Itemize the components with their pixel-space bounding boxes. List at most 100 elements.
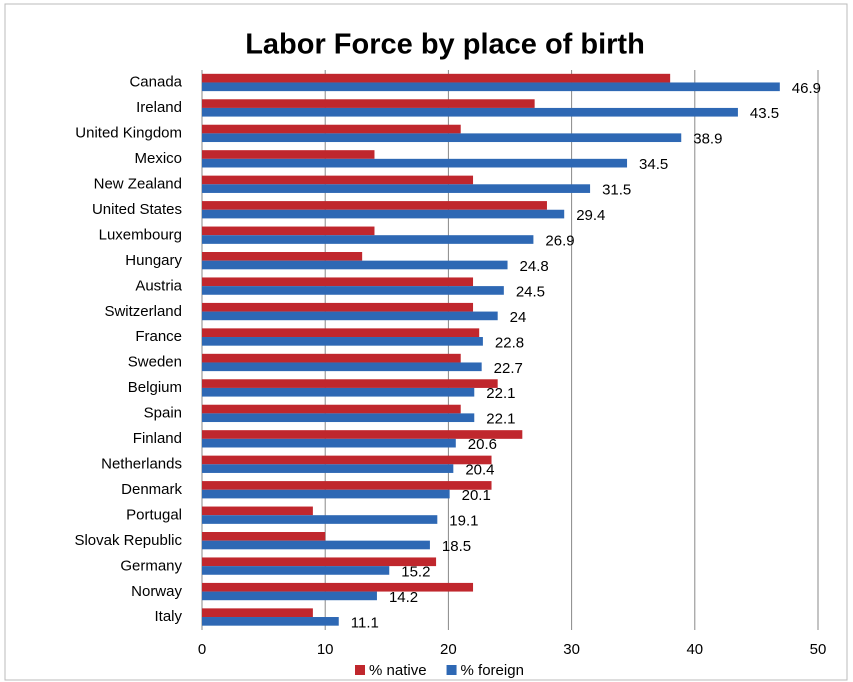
bar [202, 124, 461, 134]
value-label: 18.5 [442, 538, 471, 555]
bar [202, 430, 523, 439]
y-tick-label: Luxembourg [99, 226, 182, 243]
bar [202, 591, 377, 601]
y-tick-label: Finland [133, 430, 182, 447]
bar [202, 532, 326, 541]
y-tick-label: Germany [120, 557, 182, 574]
x-tick-label: 10 [317, 641, 334, 658]
y-tick-label: Switzerland [104, 303, 182, 320]
bar [202, 438, 456, 448]
bar [202, 608, 313, 618]
bar [202, 302, 474, 312]
y-tick-label: United Kingdom [75, 125, 182, 142]
bar [202, 175, 474, 185]
bar [202, 481, 492, 490]
bar [202, 337, 483, 346]
bar [202, 260, 508, 270]
bar [202, 184, 591, 193]
legend-label: % native [369, 662, 427, 679]
bar [202, 464, 454, 473]
y-tick-label: Canada [129, 74, 182, 91]
y-tick-label: New Zealand [94, 176, 182, 193]
bar [202, 455, 492, 465]
x-tick-label: 30 [563, 641, 580, 658]
chart-title: Labor Force by place of birth [245, 29, 645, 61]
value-label: 22.1 [486, 411, 515, 428]
bar [202, 328, 480, 338]
y-tick-label: Slovak Republic [74, 532, 182, 549]
value-label: 38.9 [693, 131, 722, 148]
value-label: 26.9 [545, 232, 574, 249]
x-tick-label: 0 [198, 641, 206, 658]
bar [202, 252, 363, 261]
value-label: 22.8 [495, 334, 524, 351]
value-label: 34.5 [639, 156, 668, 173]
bar [202, 107, 738, 117]
y-tick-label: Austria [135, 277, 182, 294]
value-label: 15.2 [401, 563, 430, 580]
bar [202, 362, 482, 372]
bar [202, 286, 504, 295]
legend-label: % foreign [461, 662, 524, 679]
x-tick-label: 50 [810, 641, 827, 658]
bar [202, 99, 535, 108]
bar [202, 566, 390, 575]
bar [202, 201, 547, 210]
y-tick-label: Sweden [128, 354, 182, 371]
y-tick-label: Ireland [136, 99, 182, 116]
bar [202, 617, 339, 626]
bar [202, 150, 375, 159]
y-tick-label: Portugal [126, 506, 182, 523]
bar [202, 235, 534, 244]
y-tick-label: Mexico [134, 150, 182, 167]
x-tick-label: 40 [686, 641, 703, 658]
bar [202, 489, 450, 499]
bar [202, 209, 565, 219]
bar [202, 353, 461, 363]
y-tick-label: Belgium [128, 379, 182, 396]
bar [202, 133, 682, 143]
bar [202, 506, 313, 516]
y-tick-label: France [135, 328, 182, 345]
value-label: 46.9 [792, 80, 821, 97]
bar [202, 413, 475, 423]
value-label: 24.5 [516, 283, 545, 300]
bar [202, 582, 474, 592]
value-label: 29.4 [576, 207, 605, 224]
value-label: 20.4 [465, 462, 494, 479]
value-label: 20.6 [468, 436, 497, 453]
y-tick-label: Spain [144, 405, 182, 422]
value-label: 11.1 [351, 614, 379, 631]
value-label: 19.1 [449, 512, 478, 529]
y-tick-label: United States [92, 201, 182, 218]
y-tick-label: Hungary [125, 252, 182, 269]
x-tick-label: 20 [440, 641, 457, 658]
bar [202, 515, 438, 524]
value-label: 14.2 [389, 589, 418, 606]
y-tick-label: Italy [154, 608, 182, 625]
legend-swatch [355, 665, 365, 675]
bar [202, 73, 671, 83]
bar [202, 277, 474, 287]
y-tick-label: Norway [131, 583, 182, 600]
value-label: 22.7 [494, 360, 523, 377]
bar [202, 379, 498, 388]
value-label: 31.5 [602, 182, 631, 199]
legend-swatch [446, 665, 457, 675]
value-label: 24.8 [520, 258, 549, 275]
y-tick-label: Denmark [121, 481, 182, 498]
bar [202, 557, 437, 567]
bar [202, 158, 628, 168]
bar [202, 540, 430, 550]
bar [202, 404, 461, 414]
bar [202, 311, 498, 321]
bar [202, 82, 780, 92]
value-label: 22.1 [486, 385, 515, 402]
bar [202, 226, 375, 236]
y-tick-label: Netherlands [101, 456, 182, 473]
value-label: 43.5 [750, 105, 779, 122]
bar [202, 387, 475, 397]
value-label: 20.1 [462, 487, 491, 504]
